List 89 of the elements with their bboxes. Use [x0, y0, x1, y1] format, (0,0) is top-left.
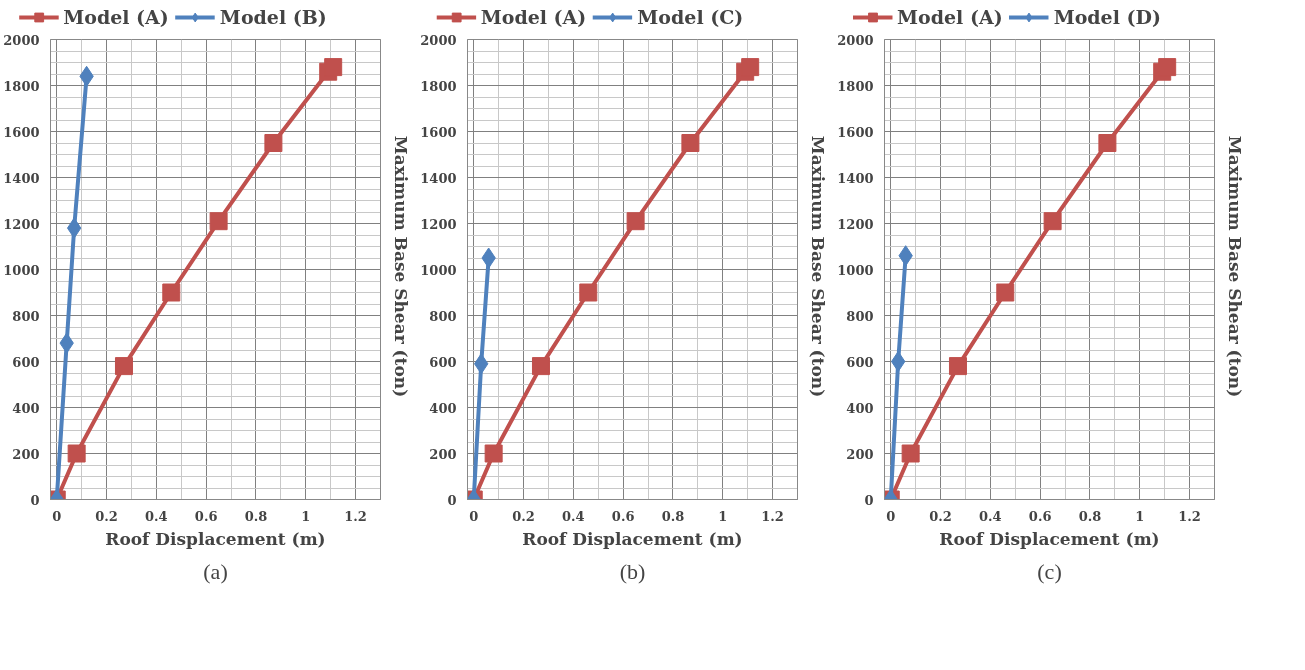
x-tick-label: 0.2 [929, 508, 952, 524]
point [901, 444, 920, 463]
x-tick-label: 1 [301, 508, 311, 524]
y-tick-label: 1600 [837, 124, 874, 140]
point [324, 58, 343, 77]
legend-label: Model (D) [1053, 6, 1162, 28]
point [626, 212, 645, 231]
point [67, 444, 86, 463]
x-tick-label: 0.8 [1078, 508, 1102, 524]
y-axis-title: Maximum Base Shear (ton) [390, 135, 411, 398]
point [66, 217, 82, 239]
point [484, 444, 503, 463]
x-axis-title: Roof Displacement (m) [522, 528, 743, 549]
x-axis-title: Roof Displacement (m) [939, 528, 1160, 549]
x-tick-label: 0.8 [661, 508, 685, 524]
y-tick-label: 2000 [3, 32, 40, 48]
y-tick-label: 1400 [3, 170, 40, 186]
x-tick-label: 0.4 [145, 508, 168, 524]
y-tick-label: 1600 [420, 124, 457, 140]
point [579, 283, 598, 302]
point [741, 58, 760, 77]
x-tick-label: 0.2 [512, 508, 535, 524]
x-axis-title: Roof Displacement (m) [105, 528, 326, 549]
text: (a) [203, 558, 228, 584]
x-tick-label: 1.2 [344, 508, 367, 524]
point [114, 357, 133, 376]
y-tick-label: 1800 [420, 78, 457, 94]
y-tick-label: 400 [846, 400, 874, 416]
y-tick-label: 1400 [420, 170, 457, 186]
y-tick-label: 600 [12, 354, 40, 370]
y-tick-label: 1200 [3, 216, 40, 232]
y-tick-label: 800 [846, 308, 874, 324]
y-tick-label: 1600 [3, 124, 40, 140]
y-tick-label: 1200 [837, 216, 874, 232]
x-tick-label: 0.6 [194, 508, 218, 524]
point [1098, 134, 1117, 152]
legend-label: Model (C) [637, 6, 744, 28]
y-tick-label: 2000 [837, 32, 874, 48]
y-tick-label: 800 [12, 308, 40, 324]
point [1043, 212, 1062, 231]
x-tick-label: 0.8 [244, 508, 268, 524]
y-tick-label: 0 [864, 492, 874, 508]
y-tick-label: 1000 [420, 262, 457, 278]
y-tick-label: 2000 [420, 32, 457, 48]
x-tick-label: 0 [52, 508, 62, 524]
x-tick-label: 0.2 [95, 508, 118, 524]
y-tick-label: 1000 [837, 262, 874, 278]
y-tick-label: 200 [429, 446, 457, 462]
x-tick-label: 1.2 [1178, 508, 1201, 524]
point [996, 283, 1015, 302]
point [681, 134, 700, 152]
x-tick-label: 0.6 [1028, 508, 1052, 524]
y-tick-label: 600 [846, 354, 874, 370]
y-tick-label: 400 [12, 400, 40, 416]
y-tick-label: 1400 [837, 170, 874, 186]
x-tick-label: 1 [718, 508, 728, 524]
text: (c) [1037, 558, 1062, 584]
y-tick-label: 800 [429, 308, 457, 324]
legend-label: Model (A) [896, 6, 1003, 28]
y-tick-label: 200 [12, 446, 40, 462]
y-tick-label: 0 [30, 492, 40, 508]
y-tick-label: 1000 [3, 262, 40, 278]
legend-label: Model (A) [63, 6, 169, 28]
point [891, 351, 906, 372]
x-tick-label: 1.2 [761, 508, 784, 524]
y-axis-title: Maximum Base Shear (ton) [1224, 135, 1245, 398]
legend-label: Model (B) [219, 6, 327, 28]
legend-label: Model (A) [480, 6, 587, 28]
x-tick-label: 0.4 [979, 508, 1002, 524]
y-tick-label: 1800 [3, 78, 40, 94]
text: (b) [619, 558, 646, 584]
point [264, 134, 283, 152]
y-tick-label: 0 [447, 492, 457, 508]
x-tick-label: 1 [1135, 508, 1145, 524]
y-tick-label: 200 [846, 446, 874, 462]
x-tick-label: 0.4 [562, 508, 585, 524]
point [531, 357, 550, 376]
x-tick-label: 0 [886, 508, 896, 524]
point [1158, 58, 1177, 77]
point [162, 283, 181, 302]
point [209, 212, 228, 231]
y-tick-label: 600 [429, 354, 457, 370]
y-axis-title: Maximum Base Shear (ton) [807, 135, 828, 398]
y-tick-label: 1800 [837, 78, 874, 94]
y-tick-label: 1200 [420, 216, 457, 232]
x-tick-label: 0.6 [611, 508, 635, 524]
point [948, 357, 967, 376]
x-tick-label: 0 [469, 508, 479, 524]
y-tick-label: 400 [429, 400, 457, 416]
